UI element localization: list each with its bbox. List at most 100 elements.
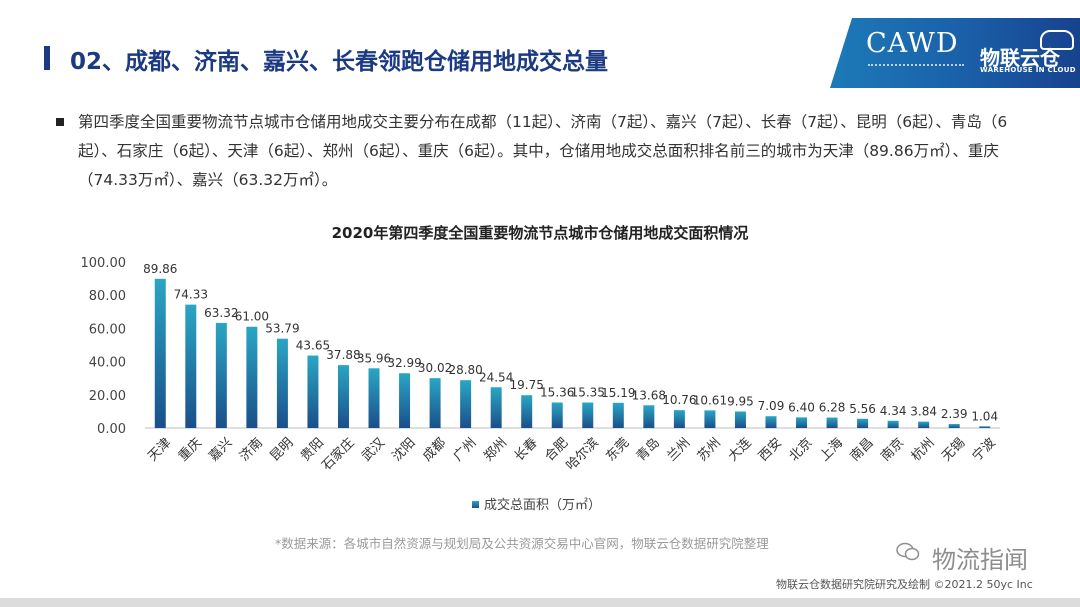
value-label: 19.75 — [510, 378, 544, 392]
cloud-icon — [1040, 30, 1074, 50]
bullet-square-icon — [56, 118, 64, 126]
x-tick-label: 无锡 — [939, 435, 968, 464]
x-tick-label: 沈阳 — [390, 435, 419, 464]
bar — [765, 416, 777, 428]
value-label: 6.28 — [819, 401, 846, 415]
bar — [796, 417, 808, 428]
bar — [643, 405, 655, 428]
value-label: 4.34 — [880, 404, 907, 418]
bar — [215, 322, 227, 428]
bar — [857, 418, 869, 428]
value-label: 32.99 — [387, 356, 421, 370]
legend-swatch — [472, 501, 479, 508]
x-tick-label: 昆明 — [267, 435, 296, 464]
cawd-logo-underline — [868, 64, 964, 69]
value-label: 15.19 — [601, 386, 635, 400]
x-tick-label: 成都 — [420, 435, 449, 464]
value-label: 10.76 — [662, 393, 696, 407]
x-tick-label: 大连 — [725, 435, 755, 465]
footer-credit: 物联云仓数据研究院研究及绘制 ©2021.2 50yc Inc — [776, 578, 1033, 591]
value-label: 53.79 — [265, 322, 299, 336]
value-label: 13.68 — [632, 388, 666, 402]
x-tick-label: 杭州 — [909, 435, 938, 464]
value-label: 15.36 — [540, 386, 574, 400]
watermark-text: 物流指闻 — [932, 546, 1028, 574]
value-label: 61.00 — [235, 310, 269, 324]
bar — [154, 278, 166, 428]
y-tick-label: 60.00 — [89, 322, 126, 337]
x-tick-label: 西安 — [756, 435, 785, 464]
value-label: 35.96 — [357, 351, 391, 365]
summary-paragraph: 第四季度全国重要物流节点城市仓储用地成交主要分布在成都（11起）、济南（7起）、… — [78, 113, 1008, 189]
x-tick-label: 石家庄 — [319, 435, 358, 474]
x-tick-label: 郑州 — [481, 435, 510, 464]
x-tick-label: 宁波 — [969, 435, 999, 465]
value-label: 15.35 — [571, 386, 605, 400]
bar — [185, 304, 197, 428]
bar — [612, 402, 624, 428]
bar — [337, 365, 349, 428]
bar — [979, 426, 991, 428]
bar — [887, 420, 899, 428]
source-note: *数据来源：各城市自然资源与规划局及公共资源交易中心官网，物联云仓数据研究院整理 — [275, 536, 769, 551]
value-label: 10.61 — [693, 393, 727, 407]
x-tick-label: 哈尔滨 — [563, 435, 602, 474]
value-label: 24.54 — [479, 370, 513, 384]
bars-group — [154, 278, 991, 428]
value-label: 1.04 — [971, 409, 998, 423]
x-tick-label: 北京 — [787, 435, 816, 464]
bar — [826, 417, 838, 428]
page-title: 02、成都、济南、嘉兴、长春领跑仓储用地成交总量 — [70, 49, 609, 75]
wechat-icon — [896, 542, 920, 561]
x-tick-label: 武汉 — [359, 435, 388, 464]
value-label: 2.39 — [941, 407, 968, 421]
value-label: 28.80 — [448, 363, 482, 377]
bar — [704, 410, 716, 428]
x-tick-label: 上海 — [817, 435, 846, 464]
value-label: 6.40 — [788, 400, 815, 414]
bar — [918, 421, 930, 428]
bar — [460, 380, 472, 428]
warehouse-cloud-logo: 物联云仓 — [980, 46, 1060, 70]
bar — [307, 355, 319, 428]
x-tick-label: 天津 — [145, 435, 174, 464]
y-tick-label: 80.00 — [89, 289, 126, 304]
bar — [734, 411, 746, 428]
bar — [582, 402, 594, 428]
brand-logo: CAWD 物联云仓 WAREHOUSE IN CLOUD — [830, 18, 1080, 88]
x-tick-label: 重庆 — [175, 435, 205, 465]
x-tick-label: 嘉兴 — [206, 435, 235, 464]
chart-title: 2020年第四季度全国重要物流节点城市仓储用地成交面积情况 — [332, 224, 749, 242]
legend: 成交总面积（万㎡） — [472, 497, 601, 513]
y-tick-label: 20.00 — [89, 389, 126, 404]
y-axis: 0.00 20.00 40.00 60.00 80.00 100.00 — [81, 256, 127, 437]
value-label: 74.33 — [174, 288, 208, 302]
x-tick-label: 南昌 — [847, 435, 877, 465]
value-label: 3.84 — [910, 405, 937, 419]
value-label: 37.88 — [326, 348, 360, 362]
x-tick-label: 苏州 — [694, 435, 724, 465]
x-tick-label: 南京 — [877, 435, 907, 465]
value-label: 89.86 — [143, 262, 177, 276]
cawd-logo: CAWD — [866, 28, 959, 59]
x-tick-label: 东莞 — [603, 435, 632, 464]
bar — [276, 338, 288, 428]
value-label: 43.65 — [296, 339, 330, 353]
x-tick-label: 兰州 — [664, 435, 693, 464]
bar-chart: 2020年第四季度全国重要物流节点城市仓储用地成交面积情况 0.00 20.00 4… — [81, 224, 1000, 513]
bar — [429, 378, 441, 428]
bar — [521, 395, 533, 428]
value-label: 5.56 — [849, 402, 876, 416]
warehouse-cloud-logo-en: WAREHOUSE IN CLOUD — [980, 66, 1076, 74]
x-tick-label: 青岛 — [633, 435, 663, 465]
bar — [368, 368, 380, 428]
y-tick-label: 100.00 — [81, 256, 127, 271]
bar — [246, 326, 258, 428]
x-tick-label: 长春 — [512, 435, 541, 464]
bar — [490, 387, 502, 428]
legend-label: 成交总面积（万㎡） — [484, 497, 601, 513]
value-label: 63.32 — [204, 306, 238, 320]
bottom-bar — [0, 598, 1080, 607]
